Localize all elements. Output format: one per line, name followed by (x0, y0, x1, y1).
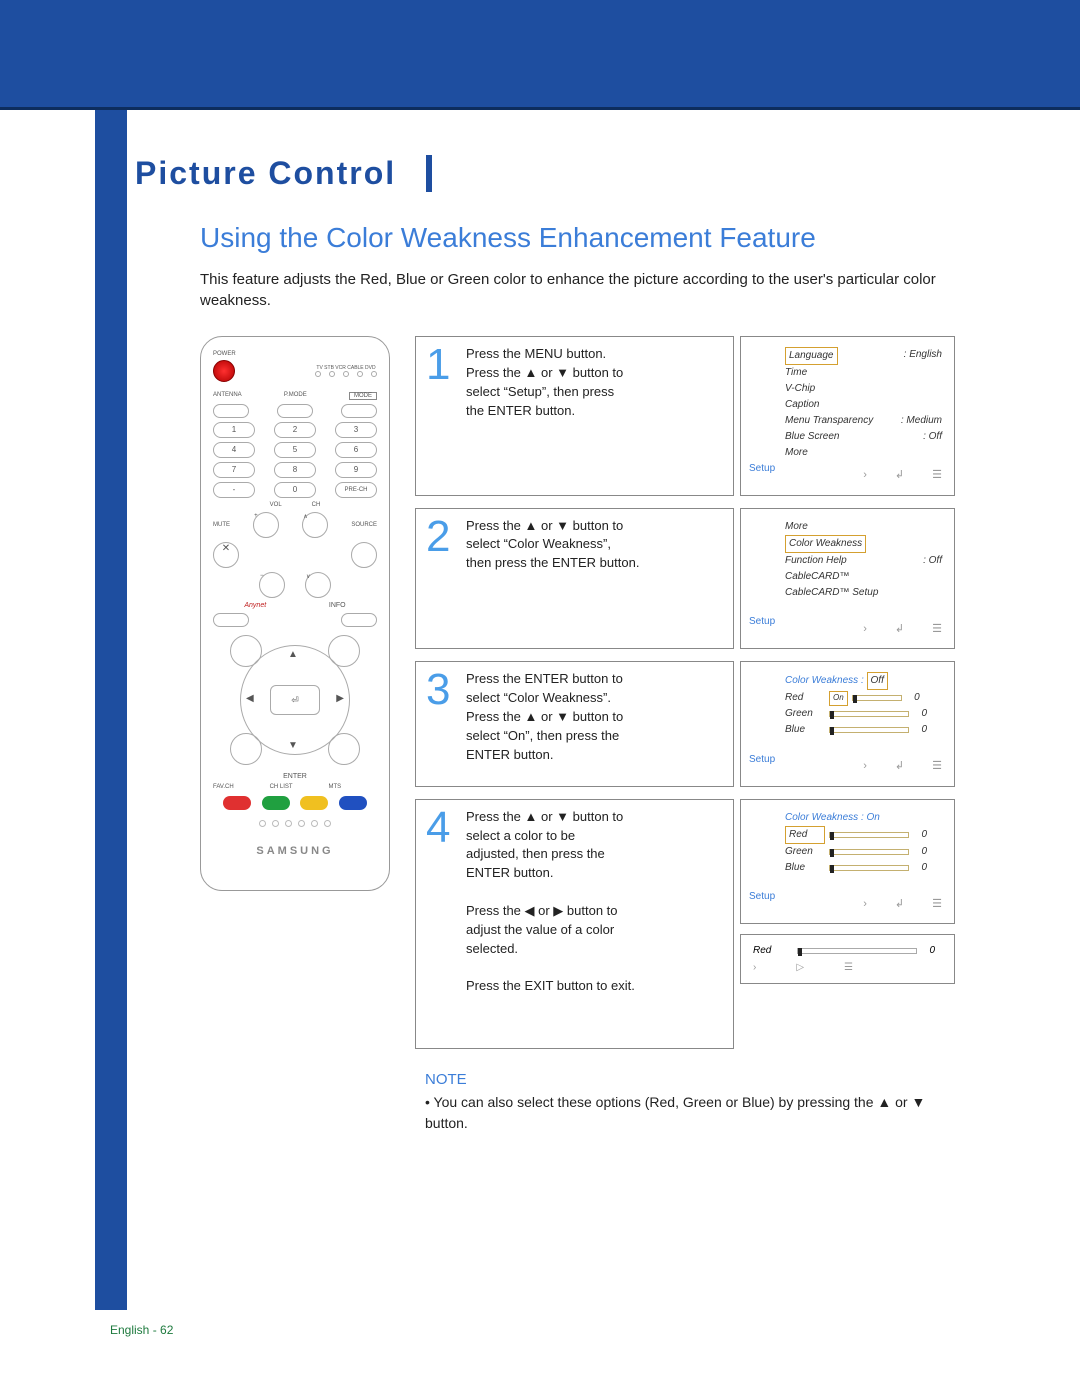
antenna-label: ANTENNA (213, 392, 242, 400)
section-title-wrap: Picture Control (135, 155, 955, 192)
step-4-osd: Setup Color Weakness : On Red0 Green0 Bl… (740, 799, 955, 925)
title-divider (426, 155, 432, 192)
step-3-num: 3 (426, 670, 458, 778)
mute-label: MUTE (213, 522, 230, 528)
remote-control: POWER TV STB VCR CABLE DVD ANTENNA P.MOD… (200, 336, 390, 891)
nav-cluster: ⏎ ▲ ▼ ◀ ▶ (230, 635, 360, 765)
anynet-label: Anynet (244, 602, 266, 609)
page-number: English - 62 (110, 1323, 173, 1337)
info-label: INFO (329, 602, 346, 609)
left-rail (95, 110, 127, 1310)
sub-title: Using the Color Weakness Enhancement Fea… (200, 222, 955, 254)
section-title: Picture Control (135, 155, 416, 192)
ch-down: ∨ (305, 572, 331, 598)
ch-up: ∧ (302, 512, 328, 538)
brand: SAMSUNG (213, 845, 377, 857)
osd-side: Setup (749, 461, 775, 477)
mute-btn: ✕ (213, 542, 239, 568)
note-title: NOTE (425, 1071, 955, 1088)
step-2-text: Press the ▲ or ▼ button to select “Color… (466, 517, 639, 641)
step-2-osd: Setup More Color Weakness Function Help:… (740, 508, 955, 650)
intro-text: This feature adjusts the Red, Blue or Gr… (200, 269, 955, 311)
color-buttons (223, 796, 367, 810)
step-2-box: 2 Press the ▲ or ▼ button to select “Col… (415, 508, 734, 650)
note-area: NOTE • You can also select these options… (425, 1071, 955, 1134)
step-1-row: 1 Press the MENU button. Press the ▲ or … (415, 336, 955, 496)
step-1-text: Press the MENU button. Press the ▲ or ▼ … (466, 345, 623, 487)
step-1-num: 1 (426, 345, 458, 487)
top-banner (0, 0, 1080, 110)
mode-label: MODE (349, 392, 377, 400)
step-3-text: Press the ENTER button to select “Color … (466, 670, 623, 778)
step-1-box: 1 Press the MENU button. Press the ▲ or … (415, 336, 734, 496)
step-3-box: 3 Press the ENTER button to select “Colo… (415, 661, 734, 787)
step-4-row: 4 Press the ▲ or ▼ button to select a co… (415, 799, 955, 1049)
power-label: POWER (213, 351, 236, 357)
step-1-osd: Setup Language: English Time V-Chip Capt… (740, 336, 955, 496)
source-btn (351, 542, 377, 568)
steps-column: 1 Press the MENU button. Press the ▲ or … (415, 336, 955, 1049)
step-2-num: 2 (426, 517, 458, 641)
step-4-num: 4 (426, 808, 458, 1040)
step-4-text: Press the ▲ or ▼ button to select a colo… (466, 808, 635, 1040)
step-4-box: 4 Press the ▲ or ▼ button to select a co… (415, 799, 734, 1049)
vol-down: − (259, 572, 285, 598)
source-label: SOURCE (351, 522, 377, 528)
enter-btn: ⏎ (270, 685, 320, 715)
step-3-osd: Setup Color Weakness : Off RedOn0 Green0… (740, 661, 955, 787)
step-2-row: 2 Press the ▲ or ▼ button to select “Col… (415, 508, 955, 650)
content: Picture Control Using the Color Weakness… (135, 155, 955, 1134)
note-text: • You can also select these options (Red… (425, 1092, 955, 1134)
pmode-label: P.MODE (284, 392, 307, 400)
power-button (213, 360, 235, 382)
enter-label: ENTER (213, 773, 377, 780)
step-4-osd2: Red0 ›▷☰ (740, 934, 955, 984)
step-3-row: 3 Press the ENTER button to select “Colo… (415, 661, 955, 787)
mode-dots (315, 371, 377, 377)
extra-buttons (213, 820, 377, 827)
vol-up: + (253, 512, 279, 538)
main-area: POWER TV STB VCR CABLE DVD ANTENNA P.MOD… (200, 336, 955, 1049)
